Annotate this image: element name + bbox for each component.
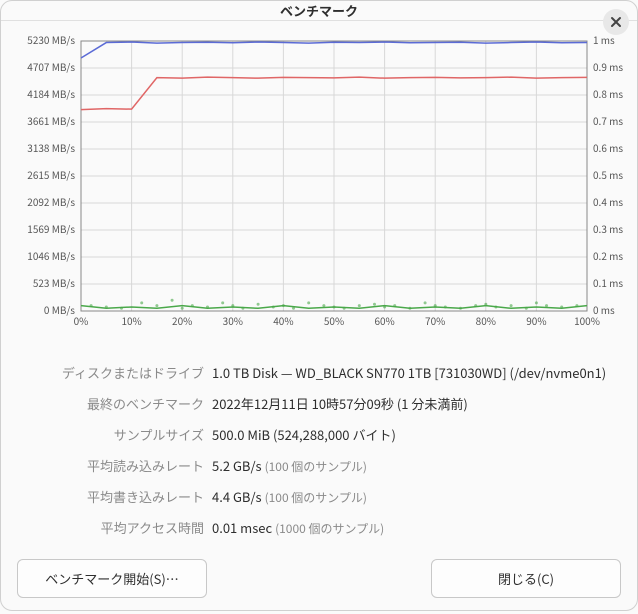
- info-row-disk: ディスクまたはドライブ 1.0 TB Disk — WD_BLACK SN770…: [17, 357, 621, 388]
- svg-text:10%: 10%: [121, 313, 141, 328]
- avg-access-value: 0.01 msec (1000 個のサンプル): [212, 518, 384, 537]
- svg-text:0.4 ms: 0.4 ms: [593, 194, 623, 209]
- svg-text:0.1 ms: 0.1 ms: [593, 275, 623, 290]
- svg-text:0.2 ms: 0.2 ms: [593, 248, 623, 263]
- benchmark-window: ベンチマーク 0 MB/s0 ms523 MB/s0.1 ms1046 MB/s…: [0, 0, 638, 611]
- svg-text:0.7 ms: 0.7 ms: [593, 113, 623, 128]
- avg-write-value: 4.4 GB/s (100 個のサンプル): [212, 487, 367, 506]
- info-row-read: 平均読み込みレート 5.2 GB/s (100 個のサンプル): [17, 450, 621, 481]
- avg-read-label: 平均読み込みレート: [17, 456, 212, 475]
- info-row-last: 最終のベンチマーク 2022年12月11日 10時57分09秒 (1 分未満前): [17, 388, 621, 419]
- svg-text:0.6 ms: 0.6 ms: [593, 140, 623, 155]
- close-icon: [610, 16, 622, 28]
- svg-text:523 MB/s: 523 MB/s: [33, 275, 75, 290]
- svg-text:0.8 ms: 0.8 ms: [593, 86, 623, 101]
- svg-text:50%: 50%: [324, 313, 344, 328]
- svg-text:90%: 90%: [526, 313, 546, 328]
- svg-text:1569 MB/s: 1569 MB/s: [27, 221, 75, 236]
- info-row-access: 平均アクセス時間 0.01 msec (1000 個のサンプル): [17, 512, 621, 543]
- svg-text:1046 MB/s: 1046 MB/s: [27, 248, 75, 263]
- svg-text:3138 MB/s: 3138 MB/s: [27, 140, 75, 155]
- last-benchmark-label: 最終のベンチマーク: [17, 394, 212, 413]
- svg-text:0.9 ms: 0.9 ms: [593, 59, 623, 74]
- svg-text:30%: 30%: [223, 313, 243, 328]
- svg-text:5230 MB/s: 5230 MB/s: [27, 32, 75, 47]
- svg-text:2615 MB/s: 2615 MB/s: [27, 167, 75, 182]
- svg-text:4184 MB/s: 4184 MB/s: [27, 86, 75, 101]
- avg-read-value: 5.2 GB/s (100 個のサンプル): [212, 456, 367, 475]
- info-grid: ディスクまたはドライブ 1.0 TB Disk — WD_BLACK SN770…: [1, 349, 637, 555]
- titlebar: ベンチマーク: [1, 1, 637, 21]
- window-close-button[interactable]: [603, 9, 629, 35]
- disk-value: 1.0 TB Disk — WD_BLACK SN770 1TB [731030…: [212, 363, 606, 382]
- close-button[interactable]: 閉じる(C): [431, 559, 621, 598]
- info-row-write: 平均書き込みレート 4.4 GB/s (100 個のサンプル): [17, 481, 621, 512]
- svg-text:0%: 0%: [74, 313, 89, 328]
- sample-size-value: 500.0 MiB (524,288,000 バイト): [212, 425, 396, 444]
- svg-text:60%: 60%: [374, 313, 394, 328]
- svg-text:100%: 100%: [574, 313, 600, 328]
- svg-text:3661 MB/s: 3661 MB/s: [27, 113, 75, 128]
- avg-access-label: 平均アクセス時間: [17, 518, 212, 537]
- svg-text:4707 MB/s: 4707 MB/s: [27, 59, 75, 74]
- svg-text:2092 MB/s: 2092 MB/s: [27, 194, 75, 209]
- button-bar: ベンチマーク開始(S)… 閉じる(C): [1, 555, 637, 614]
- svg-text:70%: 70%: [425, 313, 445, 328]
- start-benchmark-button[interactable]: ベンチマーク開始(S)…: [17, 559, 207, 598]
- benchmark-chart: 0 MB/s0 ms523 MB/s0.1 ms1046 MB/s0.2 ms1…: [13, 31, 627, 341]
- svg-text:20%: 20%: [172, 313, 192, 328]
- disk-label: ディスクまたはドライブ: [17, 363, 212, 382]
- sample-size-label: サンプルサイズ: [17, 425, 212, 444]
- svg-text:40%: 40%: [273, 313, 293, 328]
- svg-text:0 MB/s: 0 MB/s: [44, 302, 75, 317]
- svg-text:0.5 ms: 0.5 ms: [593, 167, 623, 182]
- avg-write-label: 平均書き込みレート: [17, 487, 212, 506]
- chart-area: 0 MB/s0 ms523 MB/s0.1 ms1046 MB/s0.2 ms1…: [1, 21, 637, 349]
- svg-text:0.3 ms: 0.3 ms: [593, 221, 623, 236]
- svg-text:80%: 80%: [476, 313, 496, 328]
- last-benchmark-value: 2022年12月11日 10時57分09秒 (1 分未満前): [212, 394, 468, 413]
- info-row-sample: サンプルサイズ 500.0 MiB (524,288,000 バイト): [17, 419, 621, 450]
- window-title: ベンチマーク: [280, 1, 358, 20]
